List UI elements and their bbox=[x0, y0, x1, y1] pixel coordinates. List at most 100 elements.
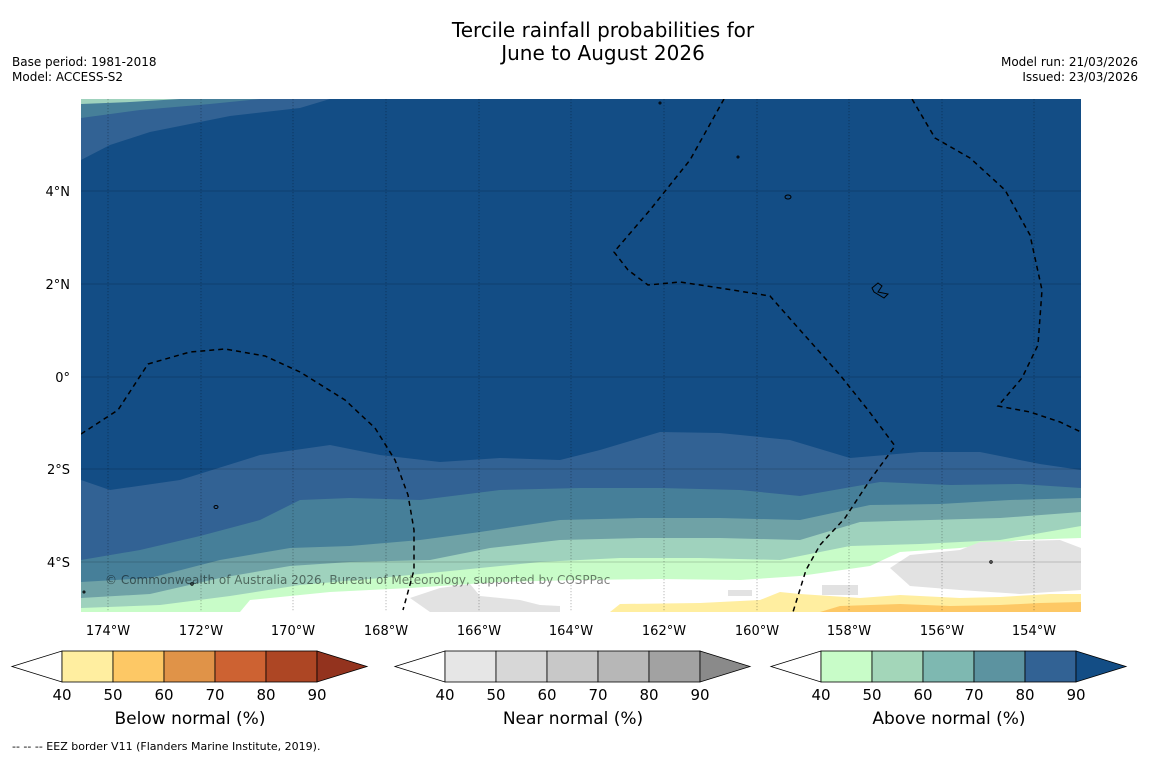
colorbar-extend-low bbox=[393, 650, 446, 683]
colorbar-extend-high bbox=[1075, 650, 1128, 683]
colorbar-segment bbox=[444, 650, 497, 683]
colorbar-segment bbox=[112, 650, 165, 683]
colorbar-1: 40 50 60 70 80 90 bbox=[393, 650, 752, 704]
lon-label: 154°W bbox=[1012, 624, 1056, 639]
colorbar-tick-label: 40 bbox=[811, 686, 830, 704]
colorbar-tick-label: 60 bbox=[537, 686, 556, 704]
colorbar-segment bbox=[871, 650, 924, 683]
colorbar-tick-label: 90 bbox=[1066, 686, 1085, 704]
colorbar-segment bbox=[820, 650, 873, 683]
colorbar-above-label: Above normal (%) bbox=[872, 709, 1026, 729]
eez-borders bbox=[81, 99, 1081, 612]
lon-labels: 174°W 172°W 170°W 168°W 166°W 164°W 162°… bbox=[86, 624, 1056, 639]
eez-legend-dashes: -- -- bbox=[12, 740, 35, 753]
top-left-band-60 bbox=[81, 99, 260, 118]
colorbar-segment bbox=[648, 650, 701, 683]
colorbar-segment bbox=[61, 650, 114, 683]
colorbar-tick-label: 50 bbox=[103, 686, 122, 704]
colorbar-extend-low bbox=[10, 650, 63, 683]
colorbar-segment bbox=[922, 650, 975, 683]
lat-label: 0° bbox=[55, 371, 70, 386]
lon-label: 158°W bbox=[827, 624, 871, 639]
colorbar-tick-label: 40 bbox=[435, 686, 454, 704]
islands bbox=[82, 101, 993, 594]
island-kiritimati bbox=[871, 282, 890, 299]
colorbar-near-label: Near normal (%) bbox=[502, 709, 644, 729]
graticule-lat bbox=[81, 190, 1081, 563]
colorbar-segment bbox=[265, 650, 318, 683]
colorbar-segment bbox=[214, 650, 267, 683]
near-normal-40-region-2 bbox=[890, 540, 1081, 594]
copyright-text: © Commonwealth of Australia 2026, Bureau… bbox=[105, 573, 610, 587]
island bbox=[213, 505, 219, 509]
base-period-text: Base period: 1981-2018 bbox=[12, 55, 157, 69]
map-plot-area bbox=[81, 99, 1081, 612]
colorbar-segment bbox=[546, 650, 599, 683]
title-line-1: Tercile rainfall probabilities for bbox=[451, 18, 755, 42]
top-left-band-50 bbox=[81, 99, 180, 104]
lat-label: 4°N bbox=[46, 185, 71, 200]
colorbar-0: 40 50 60 70 80 90 bbox=[10, 650, 369, 704]
lon-label: 160°W bbox=[735, 624, 779, 639]
lon-label: 164°W bbox=[549, 624, 593, 639]
issued-text: Issued: 23/03/2026 bbox=[1022, 70, 1138, 84]
island bbox=[82, 590, 86, 594]
meta-right: Model run: 21/03/2026 Issued: 23/03/2026 bbox=[1001, 55, 1138, 85]
lon-label: 162°W bbox=[642, 624, 686, 639]
model-run-text: Model run: 21/03/2026 bbox=[1000, 55, 1138, 69]
map-title: Tercile rainfall probabilities for June … bbox=[0, 19, 1150, 65]
colorbar-tick-label: 80 bbox=[639, 686, 658, 704]
below-normal-50-region bbox=[820, 602, 1081, 612]
colorbar-tick-label: 60 bbox=[913, 686, 932, 704]
colorbar-below-label: Below normal (%) bbox=[114, 709, 266, 729]
lat-label: 2°S bbox=[47, 463, 70, 478]
colorbar-extend-high bbox=[699, 650, 752, 683]
colorbar-tick-label: 50 bbox=[486, 686, 505, 704]
colorbar-tick-label: 40 bbox=[52, 686, 71, 704]
island bbox=[989, 560, 993, 564]
eez-border-west bbox=[81, 348, 415, 611]
eez-legend: -- -- -- EEZ border V11 (Flanders Marine… bbox=[12, 740, 320, 753]
colorbar-segment bbox=[495, 650, 548, 683]
lon-label: 174°W bbox=[86, 624, 130, 639]
colorbar-segment bbox=[1024, 650, 1077, 683]
island bbox=[658, 101, 662, 105]
colorbar-segment bbox=[163, 650, 216, 683]
colorbar-tick-label: 70 bbox=[588, 686, 607, 704]
colorbar-tick-label: 70 bbox=[205, 686, 224, 704]
colorbar-extend-low bbox=[769, 650, 822, 683]
lon-label: 168°W bbox=[364, 624, 408, 639]
colorbar-segment bbox=[973, 650, 1026, 683]
island bbox=[736, 155, 740, 159]
lon-label: 172°W bbox=[179, 624, 223, 639]
lat-labels: 4°N 2°N 0° 2°S 4°S bbox=[46, 185, 71, 571]
model-text: Model: ACCESS-S2 bbox=[12, 70, 124, 84]
near-normal-40-patch-2 bbox=[728, 590, 752, 596]
colorbar-tick-label: 80 bbox=[256, 686, 275, 704]
colorbar-2: 40 50 60 70 80 90 bbox=[769, 650, 1128, 704]
island bbox=[190, 582, 194, 586]
colorbar-segment bbox=[597, 650, 650, 683]
colorbar-tick-label: 60 bbox=[154, 686, 173, 704]
eez-border-east bbox=[911, 99, 1081, 433]
colorbar-tick-label: 70 bbox=[964, 686, 983, 704]
colorbars: 40 50 60 70 80 90 40 50 60 70 80 90 40 50 60 70 80 90 bbox=[10, 650, 1128, 704]
lon-label: 170°W bbox=[271, 624, 315, 639]
top-left-band-70 bbox=[81, 99, 330, 160]
lon-label: 166°W bbox=[457, 624, 501, 639]
lon-label: 156°W bbox=[920, 624, 964, 639]
colorbar-tick-label: 90 bbox=[307, 686, 326, 704]
colorbar-tick-label: 90 bbox=[690, 686, 709, 704]
meta-left: Base period: 1981-2018 Model: ACCESS-S2 bbox=[12, 55, 157, 85]
eez-legend-text: -- EEZ border V11 (Flanders Marine Insti… bbox=[34, 740, 321, 753]
near-normal-40-region bbox=[410, 584, 560, 612]
lat-label: 4°S bbox=[47, 556, 70, 571]
eez-border-central bbox=[613, 99, 896, 612]
lat-label: 2°N bbox=[46, 278, 71, 293]
colorbar-extend-high bbox=[316, 650, 369, 683]
colorbar-tick-label: 50 bbox=[862, 686, 881, 704]
near-normal-40-patch bbox=[822, 585, 858, 595]
island bbox=[784, 194, 792, 200]
colorbar-tick-label: 80 bbox=[1015, 686, 1034, 704]
